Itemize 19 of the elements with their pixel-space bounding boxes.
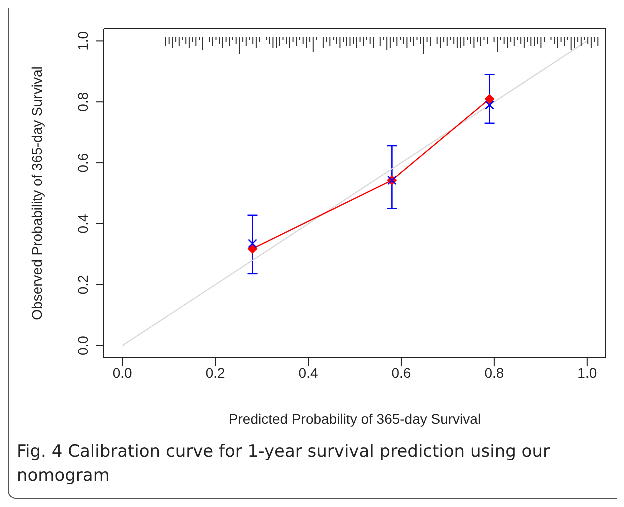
x-tick-label: 0.4 <box>298 364 318 381</box>
y-tick-label: 0.6 <box>75 153 91 173</box>
y-tick-label: 0.2 <box>75 274 91 295</box>
point <box>248 244 258 254</box>
caption: Fig. 4 Calibration curve for 1-year survival prediction using our nomogram <box>17 441 551 488</box>
x-tick-label: 0.2 <box>206 364 226 381</box>
point <box>484 94 495 104</box>
x-axis-title: Predicted Probability of 365-day Survival <box>228 411 482 427</box>
point <box>248 239 258 248</box>
x-tick-label: 0.8 <box>484 364 504 381</box>
y-tick-label: 0.0 <box>75 336 91 356</box>
x-tick-label: 0.0 <box>112 364 133 381</box>
x-tick-label: 0.6 <box>392 364 412 381</box>
point <box>485 100 494 110</box>
y-axis-title: Observed Probability of 365-day Survival <box>28 66 45 320</box>
y-tick-label: 0.4 <box>75 214 91 234</box>
y-tick-label: 0.8 <box>75 92 91 112</box>
y-tick-label: 1.0 <box>75 31 91 51</box>
x-tick-label: 1.0 <box>578 364 598 381</box>
